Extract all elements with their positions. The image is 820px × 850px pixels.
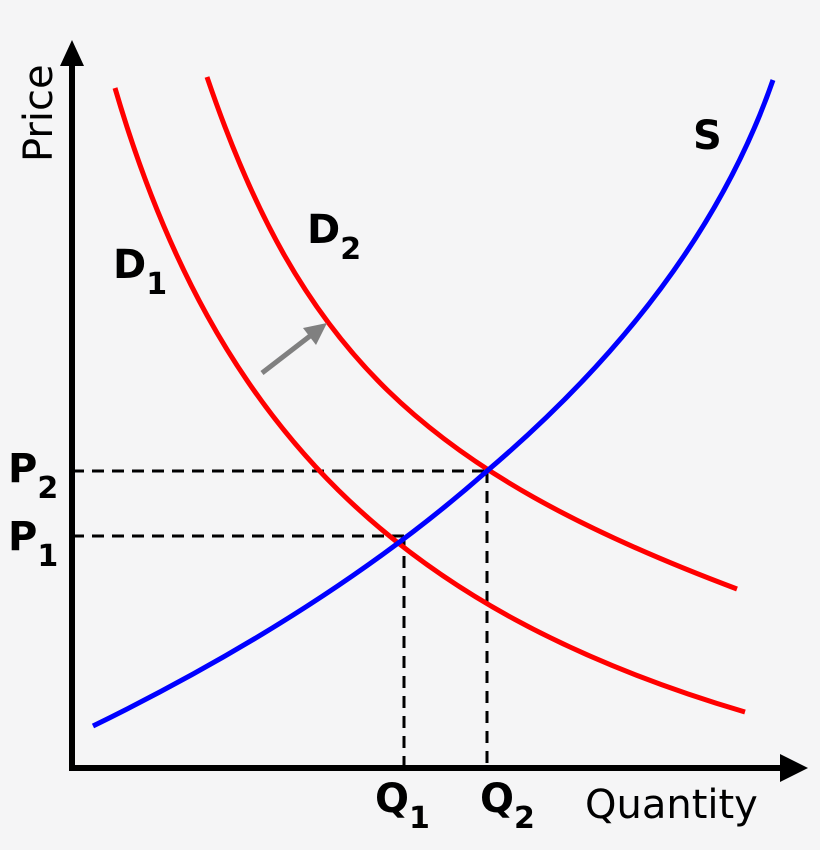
shift-arrow bbox=[260, 334, 312, 375]
x-axis-label: Quantity bbox=[585, 782, 758, 828]
guides bbox=[72, 469, 489, 768]
label-sub: 2 bbox=[514, 801, 535, 836]
supply-label: S bbox=[693, 113, 722, 159]
label-main: Q bbox=[375, 776, 409, 822]
x-axis-arrow bbox=[780, 754, 808, 782]
p1-label: P1 bbox=[8, 514, 58, 574]
y-axis-label: Price bbox=[16, 64, 62, 162]
label-sub: 1 bbox=[146, 267, 167, 302]
p2-label: P2 bbox=[8, 446, 58, 506]
shift-arrow-head bbox=[303, 323, 327, 345]
demand-1-label: D1 bbox=[113, 242, 167, 302]
label-sub: 2 bbox=[37, 471, 58, 506]
q2-label: Q2 bbox=[480, 776, 535, 836]
demand-1-curve bbox=[112, 87, 746, 715]
q1-label: Q1 bbox=[375, 776, 430, 836]
label-sub: 1 bbox=[37, 539, 58, 574]
label-main: D bbox=[307, 207, 340, 253]
y-axis-arrow bbox=[60, 40, 84, 66]
demand-2-curve bbox=[204, 76, 738, 592]
label-main: Q bbox=[480, 776, 514, 822]
label-main: D bbox=[113, 242, 146, 288]
label-sub: 2 bbox=[340, 232, 361, 267]
label-main: P bbox=[8, 514, 37, 560]
label-main: P bbox=[8, 446, 37, 492]
demand-2-label: D2 bbox=[307, 207, 361, 267]
label-sub: 1 bbox=[409, 801, 430, 836]
supply-curve bbox=[91, 79, 776, 729]
